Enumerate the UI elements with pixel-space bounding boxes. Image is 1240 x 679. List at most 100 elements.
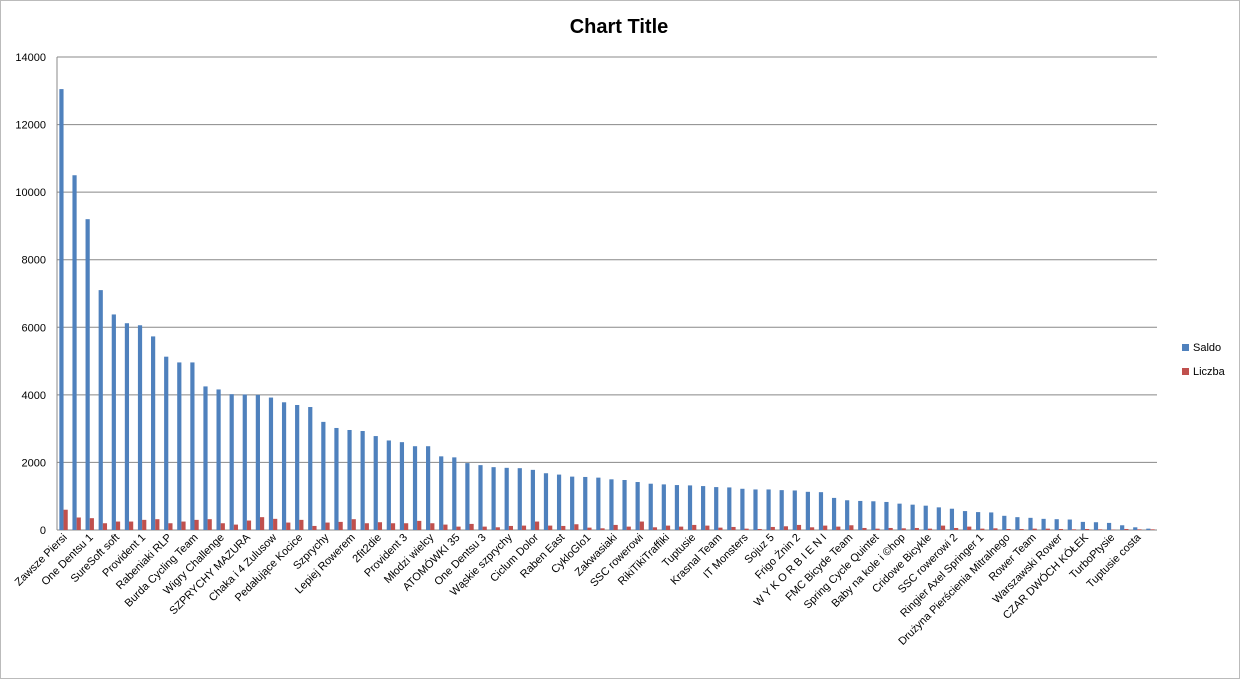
bar [151, 336, 156, 530]
bar [377, 522, 383, 530]
bar [373, 436, 378, 530]
y-tick-label: 10000 [15, 187, 46, 199]
bar [766, 489, 771, 530]
bar [740, 488, 745, 530]
bar [731, 526, 736, 530]
bar [652, 527, 658, 530]
bar [1137, 529, 1142, 530]
bar [281, 402, 287, 530]
bar [1067, 519, 1072, 530]
y-tick-label: 6000 [22, 322, 46, 334]
bar [1054, 519, 1059, 530]
bar [129, 521, 134, 530]
bar [1084, 528, 1090, 530]
bar [1098, 529, 1103, 530]
bar [89, 518, 94, 530]
bar [809, 527, 815, 530]
bar [452, 457, 457, 530]
bar [705, 525, 710, 530]
bar [273, 518, 278, 530]
bar [390, 523, 396, 530]
bar [1015, 517, 1020, 530]
bar [1093, 522, 1099, 530]
bar [949, 508, 955, 530]
bar [823, 525, 828, 530]
bar [779, 490, 784, 530]
bar [242, 394, 247, 530]
bar [351, 519, 356, 530]
bar [796, 524, 802, 530]
bar [364, 523, 369, 530]
bar [692, 524, 697, 530]
bar [1002, 515, 1007, 530]
bar [521, 525, 527, 530]
bar [783, 526, 788, 530]
bar [976, 512, 981, 530]
bar [639, 521, 644, 530]
bar [412, 446, 418, 530]
bar [177, 362, 182, 530]
bar [980, 528, 985, 530]
bar [718, 527, 723, 530]
bar [229, 394, 234, 530]
bar [1150, 529, 1155, 530]
bar [426, 446, 431, 530]
bar [687, 485, 693, 530]
bar [268, 397, 274, 530]
bar [1006, 528, 1011, 530]
y-tick-label: 8000 [22, 255, 46, 267]
legend-label: Liczba [1193, 366, 1226, 378]
bar [1146, 528, 1151, 530]
bar [504, 467, 509, 530]
bar [914, 527, 919, 530]
bar [1133, 527, 1138, 530]
bar [102, 523, 108, 530]
bar [443, 524, 448, 530]
bar [1045, 528, 1050, 530]
bar [884, 501, 889, 530]
bar [596, 477, 601, 530]
bar [574, 524, 579, 530]
bar [203, 386, 208, 530]
bar [1028, 517, 1033, 530]
bar [404, 523, 409, 530]
bar [72, 175, 77, 530]
bar [993, 528, 998, 530]
legend-label: Saldo [1193, 342, 1221, 354]
bar [430, 523, 435, 530]
bar [325, 522, 330, 530]
bar [1106, 522, 1112, 530]
bar [321, 421, 326, 530]
bar [543, 473, 549, 530]
bar [936, 507, 941, 530]
bar [1019, 528, 1024, 530]
bar [255, 394, 260, 530]
bar [181, 521, 186, 530]
bar [548, 525, 553, 530]
bar [1058, 528, 1063, 530]
bar [792, 490, 797, 530]
bar [59, 89, 64, 530]
bar [456, 526, 461, 530]
bar [927, 528, 933, 530]
bar [347, 429, 352, 530]
bar [622, 479, 627, 530]
bar [967, 526, 972, 530]
bar [587, 527, 592, 530]
bar [831, 497, 837, 530]
bar [465, 463, 470, 530]
bar [648, 483, 653, 530]
bar [482, 526, 487, 530]
bar [334, 427, 339, 530]
bar [1071, 529, 1077, 530]
bar [871, 501, 876, 530]
bar [246, 520, 252, 530]
bar [570, 476, 575, 530]
bar [286, 522, 291, 530]
bar [299, 519, 304, 530]
bar [674, 485, 680, 530]
bar [530, 469, 535, 530]
bar [583, 476, 588, 530]
